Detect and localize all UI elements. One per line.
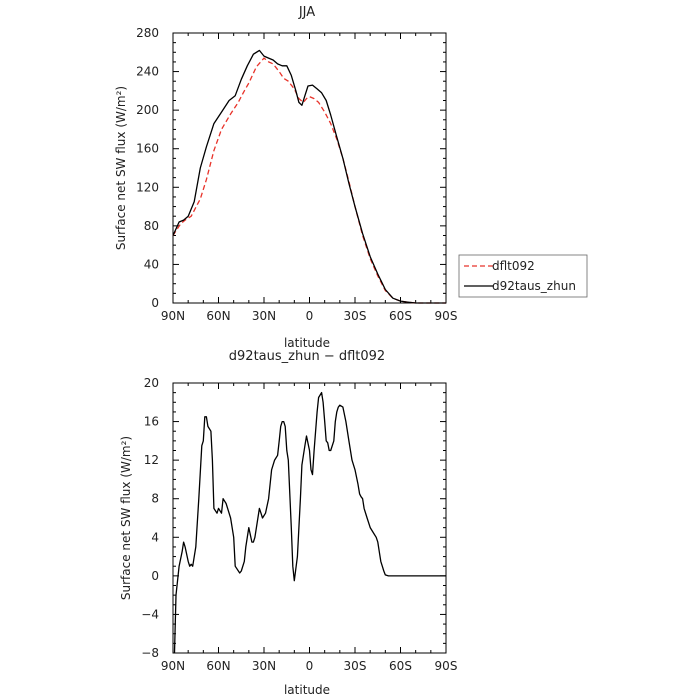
series-line-dflt092 (172, 57, 446, 304)
x-tick-label: 30S (344, 309, 367, 323)
x-tick-label: 30S (344, 659, 367, 673)
x-tick-label: 60S (389, 659, 412, 673)
bottom-y-tick-labels: −8 −4 0 4 8 12 16 20 (141, 376, 159, 660)
top-panel: JJA 90N 60N 30N 0 30S 60S 90S 0 40 80 120 160 200 24… (114, 5, 588, 350)
x-tick-label: 90S (435, 659, 458, 673)
legend-label-d92taus-zhun: d92taus_zhun (492, 279, 576, 293)
x-tick-label: 0 (306, 659, 314, 673)
bottom-plot-frame (172, 382, 447, 654)
top-x-axis-label: latitude (284, 336, 330, 350)
top-y-tick-labels: 0 40 80 120 160 200 240 280 (136, 26, 159, 310)
x-tick-label: 90N (161, 659, 185, 673)
top-plot-frame (172, 32, 447, 304)
x-tick-label: 60N (206, 309, 230, 323)
x-tick-label: 90N (161, 309, 185, 323)
top-series-group (172, 49, 446, 304)
bottom-panel-title: d92taus_zhun − dflt092 (229, 349, 385, 364)
bottom-series-group (173, 391, 446, 654)
legend-label-dflt092: dflt092 (492, 259, 535, 273)
legend: dflt092 d92taus_zhun (458, 254, 588, 298)
y-tick-label: 20 (144, 376, 159, 390)
y-tick-label: 240 (136, 65, 159, 79)
y-tick-label: 16 (144, 415, 159, 429)
y-tick-label: 80 (144, 219, 159, 233)
x-tick-label: 60S (389, 309, 412, 323)
top-axis-ticks (172, 32, 447, 304)
bottom-x-axis-label: latitude (284, 683, 330, 697)
y-tick-label: 0 (151, 296, 159, 310)
bottom-x-tick-labels: 90N 60N 30N 0 30S 60S 90S (161, 659, 458, 673)
y-tick-label: 0 (151, 569, 159, 583)
x-tick-label: 60N (206, 659, 230, 673)
y-tick-label: 120 (136, 180, 159, 194)
y-tick-label: 12 (144, 453, 159, 467)
y-tick-label: 8 (151, 492, 159, 506)
x-tick-label: 0 (306, 309, 314, 323)
y-tick-label: −4 (141, 607, 159, 621)
top-y-axis-label: Surface net SW flux (W/m²) (114, 86, 128, 250)
bottom-panel: d92taus_zhun − dflt092 90N 60N 30N 0 30S 60S 9… (119, 349, 457, 697)
legend-box (458, 254, 588, 298)
x-tick-label: 90S (435, 309, 458, 323)
difference-line (173, 391, 446, 654)
y-tick-label: 280 (136, 26, 159, 40)
y-tick-label: −8 (141, 646, 159, 660)
y-tick-label: 4 (151, 530, 159, 544)
x-tick-label: 30N (252, 309, 276, 323)
bottom-y-axis-label: Surface net SW flux (W/m²) (119, 436, 133, 600)
top-x-tick-labels: 90N 60N 30N 0 30S 60S 90S (161, 309, 458, 323)
x-tick-label: 30N (252, 659, 276, 673)
top-panel-title: JJA (298, 5, 315, 20)
y-tick-label: 160 (136, 142, 159, 156)
series-line-d92taus-zhun (172, 49, 446, 304)
bottom-axis-ticks (172, 382, 447, 654)
y-tick-label: 40 (144, 257, 159, 271)
y-tick-label: 200 (136, 103, 159, 117)
